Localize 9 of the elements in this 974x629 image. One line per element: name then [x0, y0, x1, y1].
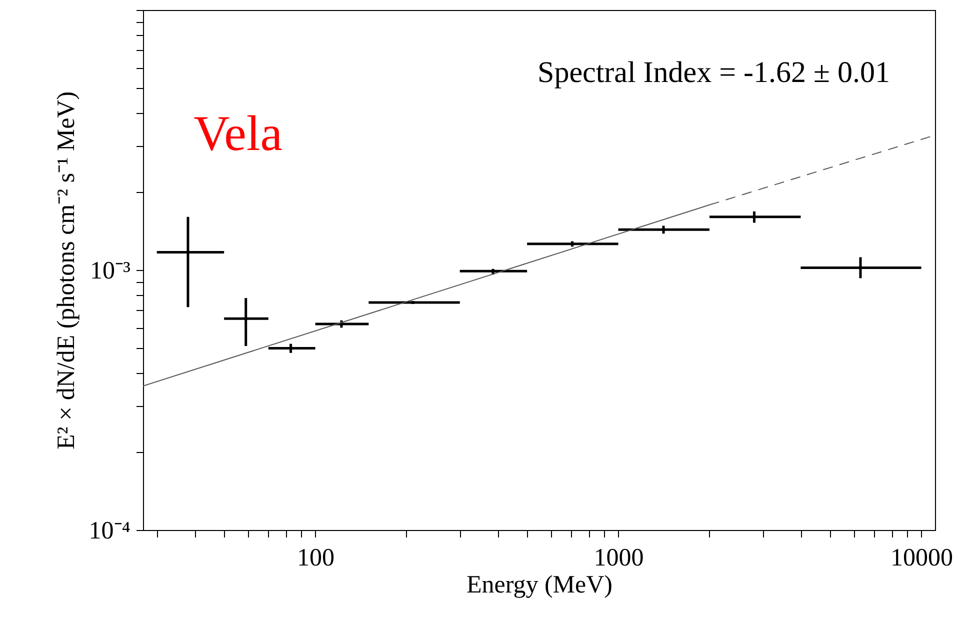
- y-axis-title: E² × dN/dE (photons cm⁻² s⁻¹ MeV): [52, 91, 80, 450]
- annotation: Vela: [194, 105, 282, 161]
- x-tick-label: 100: [297, 544, 335, 572]
- x-tick-label: 1000: [594, 544, 644, 572]
- x-axis-title: Energy (MeV): [466, 572, 613, 598]
- annotation: Spectral Index = -1.62 ± 0.01: [538, 56, 890, 89]
- y-tick-label: 10⁻⁴: [88, 518, 131, 544]
- x-tick-label: 10000: [890, 544, 954, 572]
- y-tick-label: 10⁻³: [90, 258, 131, 284]
